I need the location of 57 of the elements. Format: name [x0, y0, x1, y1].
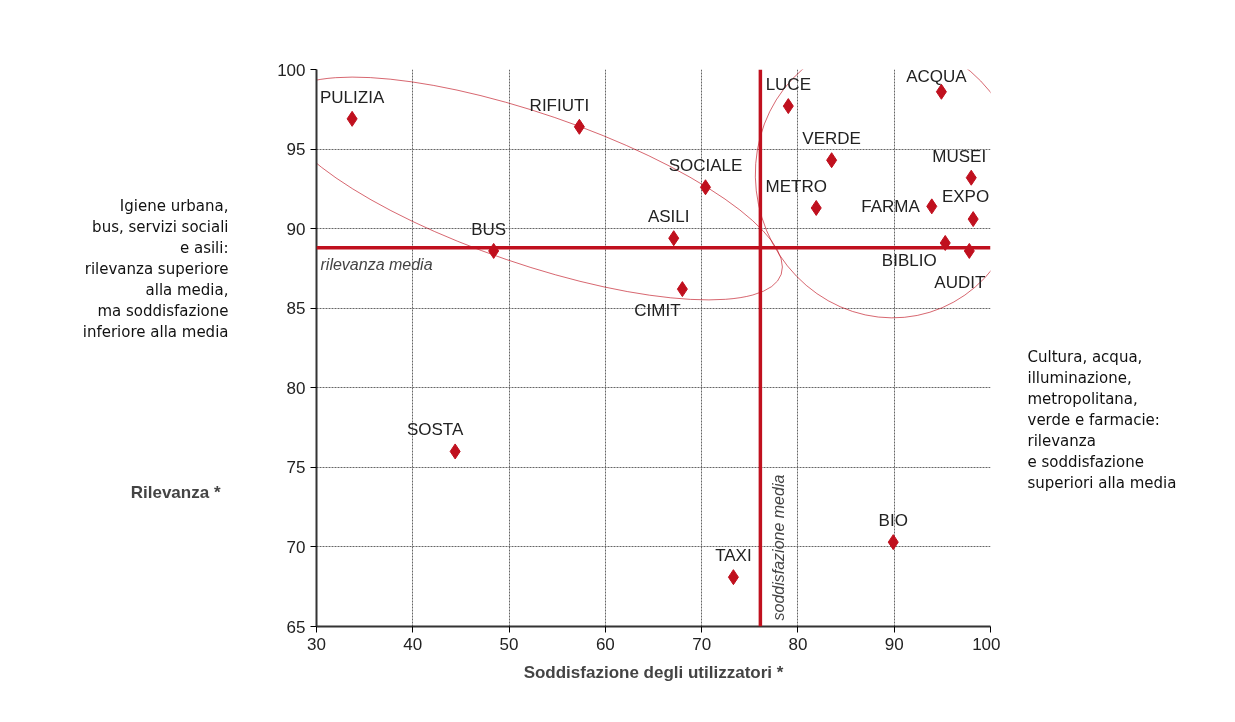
point — [965, 169, 977, 186]
text: Cultura, acqua, illuminazione, metropolitana, verde e farmacie: — [1027, 347, 1160, 429]
annotation: BUS — [471, 219, 507, 239]
x-tick-label: 80 — [788, 634, 808, 654]
y-tick-label: 95 — [286, 140, 306, 160]
point — [926, 198, 938, 215]
text: rilevanza e soddisfazione superiori alla media — [1027, 431, 1177, 492]
y-tick-label: 100 — [277, 60, 306, 80]
point — [676, 281, 688, 298]
annotation: METRO — [765, 176, 827, 196]
annotation: MUSEI — [932, 146, 987, 166]
y-tick-label: 85 — [286, 299, 306, 319]
ref-line-label: soddisfazione media — [770, 474, 788, 621]
x-tick-label: 100 — [972, 634, 1001, 654]
annotation: ACQUA — [906, 66, 968, 86]
point — [668, 230, 680, 247]
annotation: VERDE — [802, 129, 861, 149]
point — [967, 211, 979, 228]
point — [699, 179, 711, 196]
annotation: CIMIT — [634, 301, 681, 321]
annotation: TAXI — [715, 546, 752, 566]
annotation: LUCE — [765, 75, 811, 95]
point — [573, 118, 585, 135]
point — [782, 98, 794, 115]
x-tick-label: 30 — [307, 634, 326, 654]
text: rilevanza superiore alla media, ma soddisfazione inferiore alla media — [82, 259, 229, 341]
annotation: EXPO — [941, 187, 990, 207]
annotation: BIO — [878, 511, 908, 531]
x-axis-title: Soddisfazione degli utilizzatori * — [523, 662, 784, 682]
y-tick-label: 90 — [286, 219, 306, 239]
ref-line-label: rilevanza media — [320, 255, 433, 273]
point — [826, 152, 838, 169]
point — [727, 569, 739, 586]
y-tick-label: 65 — [286, 617, 306, 637]
x-tick-label: 70 — [692, 634, 712, 654]
y-tick-label: 70 — [286, 537, 306, 557]
annotation: FARMA — [861, 196, 921, 216]
point — [939, 234, 951, 251]
x-tick-label: 50 — [499, 634, 519, 654]
text: Igiene urbana, bus, servizi sociali e asili: — [92, 196, 229, 257]
annotation: RIFIUTI — [529, 95, 590, 115]
annotation: BIBLIO — [881, 250, 937, 270]
x-tick-label: 40 — [403, 634, 423, 654]
point — [810, 199, 822, 216]
y-tick-label: 75 — [286, 458, 306, 478]
annotation: SOCIALE — [668, 156, 743, 176]
y-tick-label: 80 — [286, 378, 306, 398]
y-axis-title: Rilevanza * — [130, 483, 221, 502]
annotation: AUDIT — [934, 272, 986, 292]
annotation: ASILI — [647, 207, 690, 227]
x-tick-label: 60 — [595, 634, 615, 654]
point — [346, 110, 358, 127]
point — [887, 534, 899, 551]
annotation: PULIZIA — [320, 87, 385, 107]
x-tick-label: 90 — [884, 634, 904, 654]
annotation: SOSTA — [406, 420, 464, 440]
point — [449, 443, 461, 460]
